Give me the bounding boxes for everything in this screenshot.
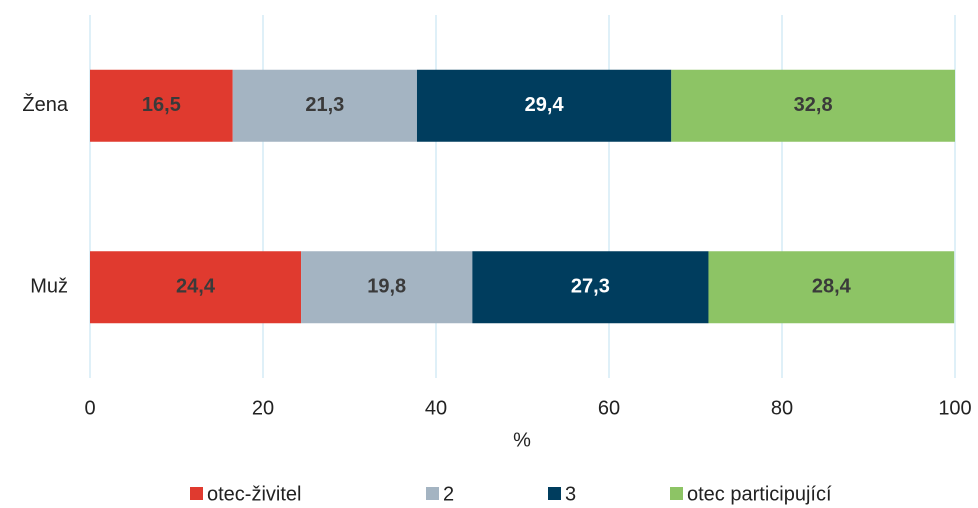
bar-segment	[708, 251, 955, 324]
bar-segment	[301, 251, 473, 324]
bar-segment	[232, 69, 417, 142]
data-label: 29,4	[525, 94, 565, 116]
x-tick-label: 80	[771, 397, 793, 419]
bar-segment	[416, 69, 672, 142]
y-tick-label: Muž	[30, 276, 68, 298]
x-tick-label: 20	[252, 397, 274, 419]
data-label: 24,4	[176, 276, 216, 298]
legend-swatch	[190, 487, 203, 500]
data-label: 28,4	[812, 276, 852, 298]
legend-label: 2	[443, 483, 454, 505]
legend-swatch	[670, 487, 683, 500]
bar-segment	[90, 251, 302, 324]
bar-segment	[671, 69, 955, 142]
x-tick-label: 100	[938, 397, 971, 419]
legend-label: otec-živitel	[207, 483, 301, 505]
bar-segment	[90, 69, 233, 142]
bar-segment	[472, 251, 709, 324]
legend-swatch	[548, 487, 561, 500]
x-tick-label: 60	[598, 397, 620, 419]
data-label: 19,8	[367, 276, 406, 298]
data-label: 27,3	[571, 276, 610, 298]
legend-label: otec participující	[687, 483, 832, 505]
y-tick-label: Žena	[22, 93, 68, 116]
legend-swatch	[426, 487, 439, 500]
legend-label: 3	[565, 483, 576, 505]
x-tick-label: 40	[425, 397, 447, 419]
data-label: 32,8	[794, 94, 833, 116]
x-axis-label: %	[513, 429, 531, 451]
data-label: 16,5	[142, 94, 181, 116]
x-tick-label: 0	[84, 397, 95, 419]
data-label: 21,3	[305, 94, 344, 116]
